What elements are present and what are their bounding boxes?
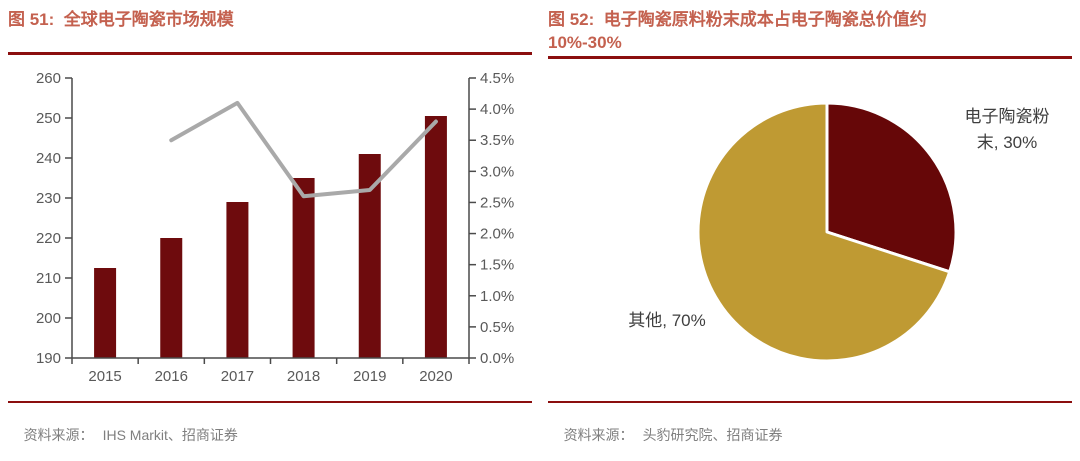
left-axis-tick-label: 210 (36, 270, 61, 287)
source-text: IHS Markit、招商证券 (102, 427, 238, 443)
figure-52-title-rule (548, 56, 1072, 59)
figure-52-source: 资料来源： 头豹研究院、招商证券 (548, 409, 783, 461)
left-axis-tick-label: 260 (36, 70, 61, 87)
source-text: 头豹研究院、招商证券 (642, 427, 783, 443)
figure-51-source: 资料来源： IHS Markit、招商证券 (8, 409, 238, 461)
left-axis-tick-label: 250 (36, 110, 61, 127)
right-axis-tick-label: 1.5% (480, 257, 514, 274)
right-axis-tick-label: 0.5% (480, 319, 514, 336)
right-axis-tick-label: 0.0% (480, 350, 514, 367)
source-label: 资料来源： (23, 427, 94, 443)
figure-52-title-line1: 图 52: 电子陶瓷原料粉末成本占电子陶瓷总价值约 (548, 10, 927, 29)
right-axis-tick-label: 4.0% (480, 101, 514, 118)
figure-51-title: 图 51: 全球电子陶瓷市场规模 (8, 10, 234, 29)
left-axis-tick-label: 230 (36, 190, 61, 207)
bar-2019 (358, 154, 381, 358)
pie-label-line: 末, 30% (976, 133, 1038, 152)
pie-label-0: 电子陶瓷粉末, 30% (928, 104, 1080, 156)
pie-label-line: 其他, 70% (628, 311, 706, 330)
bar-2017 (226, 202, 249, 358)
pie-label-line: 电子陶瓷粉 (964, 107, 1050, 126)
x-axis-category-label: 2015 (88, 368, 121, 385)
right-axis-tick-label: 2.5% (480, 194, 514, 211)
bar-2015 (94, 268, 117, 358)
figure-51-source-rule (8, 401, 532, 403)
figure-51-title-rule (8, 52, 532, 55)
x-axis-category-label: 2020 (419, 368, 452, 385)
x-axis-category-label: 2017 (221, 368, 254, 385)
right-axis-tick-label: 3.0% (480, 163, 514, 180)
cost-share-pie-chart (696, 101, 958, 363)
figure-52-source-rule (548, 401, 1072, 403)
right-axis-tick-label: 1.0% (480, 288, 514, 305)
x-axis-category-label: 2016 (155, 368, 188, 385)
bar-2020 (424, 116, 447, 358)
bar-2016 (160, 238, 183, 358)
left-axis-tick-label: 220 (36, 230, 61, 247)
right-axis-tick-label: 4.5% (480, 70, 514, 87)
pie-slice-0 (825, 101, 958, 274)
growth-rate-line (169, 100, 438, 199)
market-size-bar-line-chart: 190 200 210 220 230 240 250 260 0.0% 0.5% 1.0% 1.5%… (36, 70, 514, 385)
left-axis-tick-label: 190 (36, 350, 61, 367)
pie-label-1: 其他, 70% (592, 308, 742, 334)
left-axis-tick-label: 240 (36, 150, 61, 167)
x-axis-category-label: 2018 (287, 368, 320, 385)
figure-52-title: 图 52: 电子陶瓷原料粉末成本占电子陶瓷总价值约 10%-30% (548, 8, 1072, 54)
figure-51-panel: 图 51: 全球电子陶瓷市场规模 190 200 210 220 230 240 250 26… (0, 0, 540, 443)
x-axis-category-label: 2019 (353, 368, 386, 385)
pie-slice-1 (696, 101, 952, 363)
figure-52-title-line2: 10%-30% (548, 33, 622, 52)
right-axis-tick-label: 2.0% (480, 226, 514, 243)
figure-52-panel: 图 52: 电子陶瓷原料粉末成本占电子陶瓷总价值约 10%-30% 资料来源： 头豹… (540, 0, 1080, 443)
left-axis-tick-label: 200 (36, 310, 61, 327)
right-axis-tick-label: 3.5% (480, 132, 514, 149)
source-label: 资料来源： (563, 427, 634, 443)
bar-2018 (292, 178, 315, 358)
